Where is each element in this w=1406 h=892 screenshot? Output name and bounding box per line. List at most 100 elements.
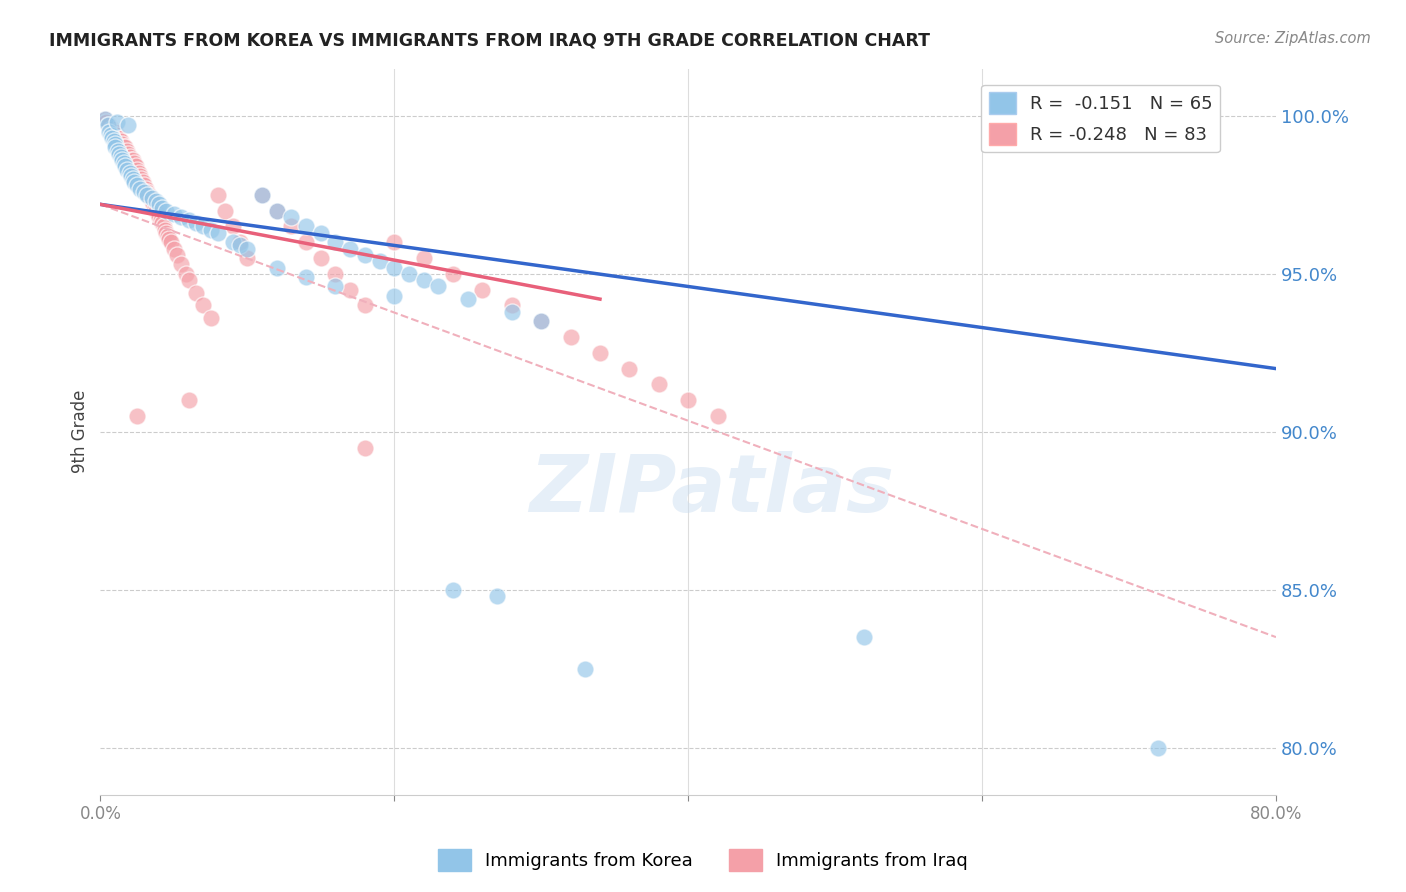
Point [589, 346, 612, 360]
Point [295, 270, 318, 285]
Point [174, 267, 197, 281]
Point [177, 213, 200, 227]
Point [266, 203, 288, 218]
Point [153, 222, 176, 236]
Point [309, 251, 332, 265]
Point [97, 119, 120, 133]
Point [107, 131, 129, 145]
Point [280, 210, 302, 224]
Point [105, 115, 128, 129]
Point [706, 409, 728, 423]
Point [143, 201, 166, 215]
Point [193, 298, 215, 312]
Point [115, 162, 138, 177]
Point [441, 582, 464, 597]
Point [427, 279, 450, 293]
Point [200, 311, 222, 326]
Point [120, 153, 142, 168]
Point [382, 235, 405, 250]
Point [157, 232, 180, 246]
Point [280, 219, 302, 234]
Point [457, 292, 479, 306]
Point [132, 175, 155, 189]
Point [152, 219, 174, 234]
Point [141, 191, 163, 205]
Point [101, 121, 124, 136]
Text: ZIPatlas: ZIPatlas [529, 451, 894, 529]
Point [221, 235, 243, 250]
Point [325, 279, 347, 293]
Point [200, 222, 222, 236]
Text: Source: ZipAtlas.com: Source: ZipAtlas.com [1215, 31, 1371, 46]
Point [166, 248, 188, 262]
Point [676, 393, 699, 408]
Point [148, 197, 170, 211]
Point [236, 251, 259, 265]
Point [104, 125, 127, 139]
Point [104, 140, 127, 154]
Point [236, 242, 259, 256]
Point [128, 166, 150, 180]
Point [207, 187, 229, 202]
Point [266, 203, 288, 218]
Point [229, 238, 252, 252]
Point [104, 137, 127, 152]
Point [121, 153, 143, 168]
Point [148, 210, 170, 224]
Point [117, 119, 139, 133]
Point [574, 662, 596, 676]
Point [127, 162, 149, 177]
Point [560, 330, 582, 344]
Point [398, 267, 420, 281]
Point [122, 156, 145, 170]
Point [354, 441, 377, 455]
Point [131, 172, 153, 186]
Point [100, 128, 122, 142]
Y-axis label: 9th Grade: 9th Grade [72, 390, 89, 474]
Point [110, 150, 132, 164]
Point [412, 273, 434, 287]
Point [184, 285, 207, 300]
Point [135, 181, 157, 195]
Point [96, 115, 118, 129]
Point [108, 146, 131, 161]
Point [114, 160, 136, 174]
Point [221, 219, 243, 234]
Point [134, 178, 156, 193]
Point [309, 226, 332, 240]
Point [155, 203, 177, 218]
Point [853, 630, 876, 644]
Point [114, 140, 136, 154]
Point [141, 194, 163, 209]
Point [207, 226, 229, 240]
Point [139, 191, 162, 205]
Point [486, 589, 509, 603]
Point [156, 229, 179, 244]
Point [155, 226, 177, 240]
Point [266, 260, 288, 275]
Point [145, 203, 167, 218]
Point [118, 150, 141, 164]
Point [136, 185, 159, 199]
Point [103, 125, 125, 139]
Point [127, 178, 149, 193]
Point [129, 169, 152, 183]
Point [97, 119, 120, 133]
Point [115, 144, 138, 158]
Point [295, 219, 318, 234]
Point [112, 156, 135, 170]
Point [118, 166, 141, 180]
Point [354, 298, 377, 312]
Point [382, 260, 405, 275]
Point [134, 185, 156, 199]
Point [105, 128, 128, 142]
Point [1147, 740, 1170, 755]
Point [149, 213, 172, 227]
Point [101, 131, 124, 145]
Point [98, 119, 121, 133]
Point [111, 153, 134, 168]
Point [368, 254, 391, 268]
Legend: Immigrants from Korea, Immigrants from Iraq: Immigrants from Korea, Immigrants from I… [432, 842, 974, 879]
Point [471, 283, 494, 297]
Point [177, 273, 200, 287]
